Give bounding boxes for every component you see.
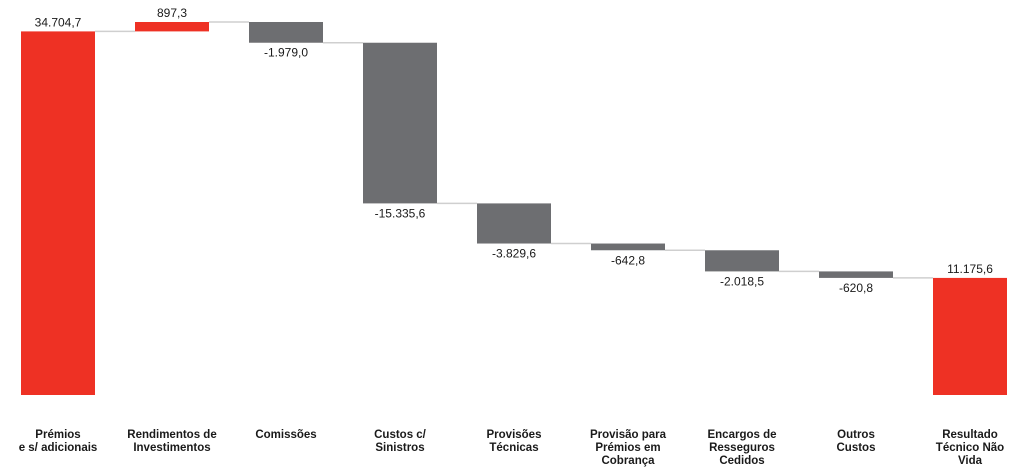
category-label: Encargos de Resseguros Cedidos <box>707 429 776 467</box>
value-label: -642,8 <box>611 253 645 267</box>
value-label: -620,8 <box>839 281 873 295</box>
value-label: -15.335,6 <box>375 206 426 220</box>
category-label: Custos c/Sinistros <box>374 429 427 454</box>
bar <box>933 277 1007 395</box>
value-label: 11.175,6 <box>947 262 993 276</box>
value-label: 897,3 <box>157 6 187 20</box>
bar <box>363 42 437 204</box>
category-label: Provisões Técnicas <box>487 429 542 454</box>
category-label: Provisão para Prémios em Cobrança <box>590 429 667 467</box>
value-label: -2.018,5 <box>720 274 764 288</box>
bar <box>249 22 323 43</box>
category-label: Prémios e s/ adicionais <box>19 429 98 454</box>
value-label: -3.829,6 <box>492 247 536 261</box>
bar <box>819 271 893 278</box>
bar <box>135 22 209 32</box>
category-label: Resultado Técnico Não Vida <box>936 429 1004 467</box>
value-label: 34.704,7 <box>35 15 82 29</box>
category-label: Outros Custos <box>837 429 876 454</box>
bar <box>477 203 551 244</box>
value-label: -1.979,0 <box>264 46 308 60</box>
category-label: Rendimentos de Investimentos <box>127 429 216 454</box>
bar <box>705 250 779 272</box>
bar <box>591 243 665 251</box>
category-label: Comissões <box>255 429 316 441</box>
bar <box>21 31 95 395</box>
